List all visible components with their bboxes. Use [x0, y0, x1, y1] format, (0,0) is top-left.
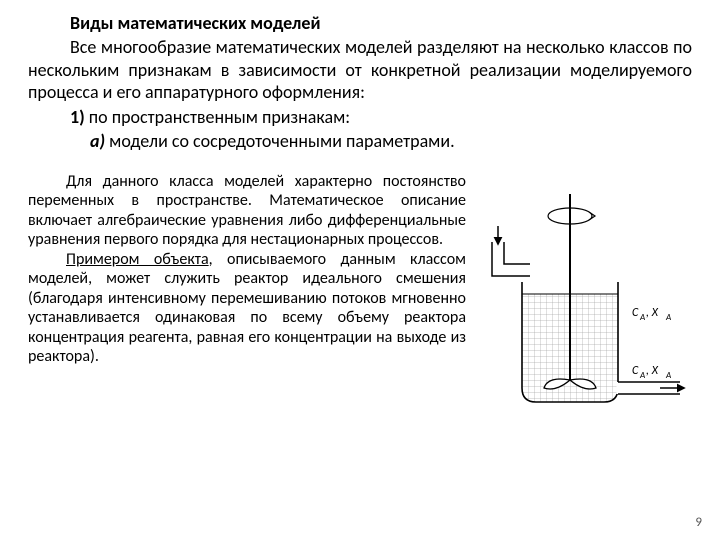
- item1a-text: модели со сосредоточенными параметрами.: [105, 130, 455, 152]
- list-item-1: 1) по пространственным признакам:: [0, 106, 720, 128]
- page-number: 9: [695, 515, 702, 530]
- paragraph-2: Для данного класса моделей характерно по…: [28, 172, 466, 250]
- svg-text:, X: , X: [646, 306, 659, 320]
- svg-text:C: C: [632, 364, 639, 378]
- svg-text:A: A: [639, 312, 645, 323]
- para3-lead: Примером объекта: [66, 250, 209, 269]
- svg-text:A: A: [665, 370, 671, 381]
- svg-text:A: A: [665, 312, 671, 323]
- intro-paragraph: Все многообразие математических моделей …: [0, 36, 720, 104]
- body-text-column: Для данного класса моделей характерно по…: [28, 172, 466, 437]
- paragraph-3: Примером объекта, описываемого данным кл…: [28, 250, 466, 367]
- item1a-number: а): [90, 130, 105, 152]
- item1-text: по пространственным признакам:: [85, 106, 350, 128]
- svg-text:, X: , X: [646, 364, 659, 378]
- svg-text:A: A: [639, 370, 645, 381]
- item1-number: 1): [70, 106, 85, 128]
- reactor-diagram: CA, XACA, XA: [474, 172, 692, 437]
- section-title: Виды математических моделей: [0, 12, 720, 34]
- list-item-1a: а) модели со сосредоточенными параметрам…: [0, 130, 720, 152]
- svg-text:C: C: [632, 306, 639, 320]
